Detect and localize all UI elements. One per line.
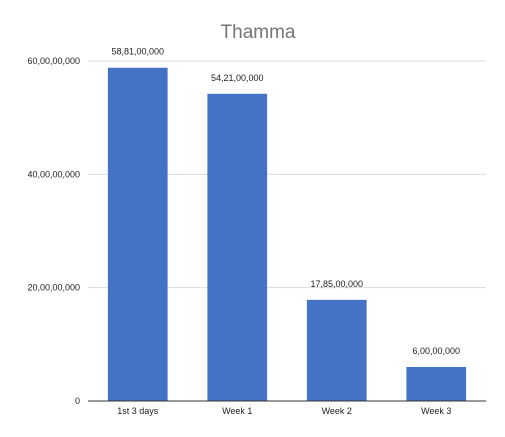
bar-data-label: 17,85,00,000 <box>310 279 363 289</box>
x-tick-label: Week 2 <box>322 406 352 416</box>
x-axis-ticks: 1st 3 days Week 1 Week 2 Week 3 <box>117 406 451 416</box>
x-tick-label: 1st 3 days <box>117 406 159 416</box>
bar-data-label: 58,81,00,000 <box>111 47 164 57</box>
y-tick-label: 0 <box>75 396 80 406</box>
bar <box>107 67 168 401</box>
bars <box>107 67 467 401</box>
x-tick-label: Week 1 <box>222 406 252 416</box>
y-axis-ticks: 0 20,00,00,000 40,00,00,000 60,00,00,000 <box>27 56 80 406</box>
bar <box>207 93 268 401</box>
data-labels: 58,81,00,000 54,21,00,000 17,85,00,000 6,00… <box>111 47 460 356</box>
bar-data-label: 6,00,00,000 <box>412 346 460 356</box>
bar <box>306 299 367 401</box>
x-tick-label: Week 3 <box>421 406 451 416</box>
y-tick-label: 40,00,00,000 <box>27 169 80 179</box>
y-tick-label: 20,00,00,000 <box>27 283 80 293</box>
chart-title: Thamma <box>221 22 296 43</box>
y-tick-label: 60,00,00,000 <box>27 56 80 66</box>
bar-data-label: 54,21,00,000 <box>211 73 264 83</box>
bar <box>406 367 467 401</box>
